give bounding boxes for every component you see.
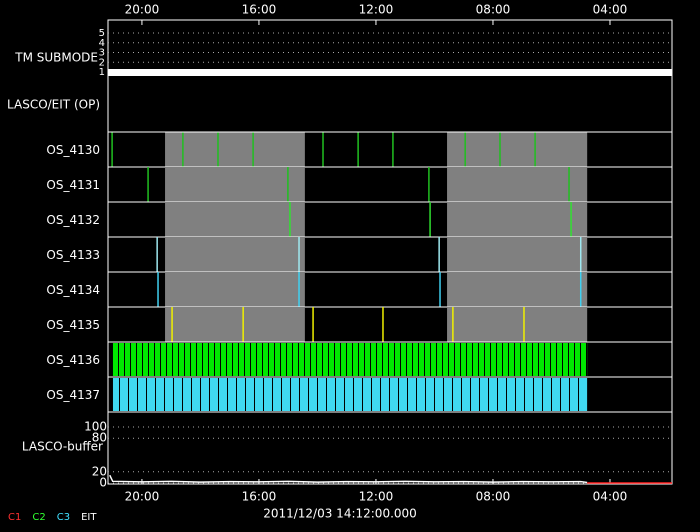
shaded-interval	[165, 237, 305, 272]
x-tick-label-bottom: 08:00	[476, 490, 511, 504]
buffer-line	[109, 474, 588, 484]
shaded-interval	[165, 132, 305, 167]
legend-entry: C2	[32, 512, 45, 523]
y-tick-label: 100	[84, 420, 107, 434]
row-label: OS_4134	[46, 283, 100, 297]
x-tick-label-top: 08:00	[476, 3, 511, 17]
row-label: OS_4137	[46, 388, 100, 402]
activity-stripes	[112, 343, 588, 376]
shaded-interval	[165, 202, 305, 237]
x-tick-label-top: 12:00	[359, 3, 394, 17]
shaded-interval	[447, 202, 588, 237]
shaded-interval	[447, 132, 588, 167]
y-tick-label: 1	[99, 67, 105, 78]
legend-entry: C1	[8, 512, 21, 523]
x-tick-label-bottom: 12:00	[359, 490, 394, 504]
y-tick-label: 0	[99, 476, 107, 490]
legend-entry: EIT	[81, 512, 97, 523]
shaded-interval	[447, 307, 588, 342]
y-tick-label: 3	[99, 48, 105, 59]
submode-bar	[108, 69, 672, 76]
shaded-interval	[165, 167, 305, 202]
activity-stripes	[112, 378, 588, 411]
row-label: LASCO-buffer	[22, 440, 103, 454]
legend-entry: C3	[57, 512, 70, 523]
x-tick-label-bottom: 20:00	[125, 490, 160, 504]
row-label: OS_4136	[46, 353, 100, 367]
date-label: 2011/12/03 14:12:00.000	[263, 507, 417, 521]
x-tick-label-bottom: 16:00	[242, 490, 277, 504]
row-label: OS_4130	[46, 143, 100, 157]
x-tick-label-top: 20:00	[125, 3, 160, 17]
row-label: OS_4131	[46, 178, 100, 192]
row-label: OS_4135	[46, 318, 100, 332]
y-tick-label: 20	[92, 464, 107, 478]
x-tick-label-top: 04:00	[593, 3, 628, 17]
row-label: TM SUBMODE	[14, 51, 98, 65]
shaded-interval	[447, 167, 588, 202]
shaded-interval	[447, 272, 588, 307]
shaded-interval	[165, 307, 305, 342]
row-label: OS_4133	[46, 248, 100, 262]
row-label: LASCO/EIT (OP)	[7, 98, 100, 112]
shaded-interval	[447, 237, 588, 272]
x-tick-label-bottom: 04:00	[593, 490, 628, 504]
y-tick-label: 4	[99, 38, 105, 49]
y-tick-label: 5	[99, 28, 105, 39]
shaded-interval	[165, 272, 305, 307]
y-tick-label: 80	[92, 431, 107, 445]
row-label: OS_4132	[46, 213, 100, 227]
y-tick-label: 2	[99, 57, 105, 68]
plot-frame	[107, 19, 673, 485]
x-tick-label-top: 16:00	[242, 3, 277, 17]
